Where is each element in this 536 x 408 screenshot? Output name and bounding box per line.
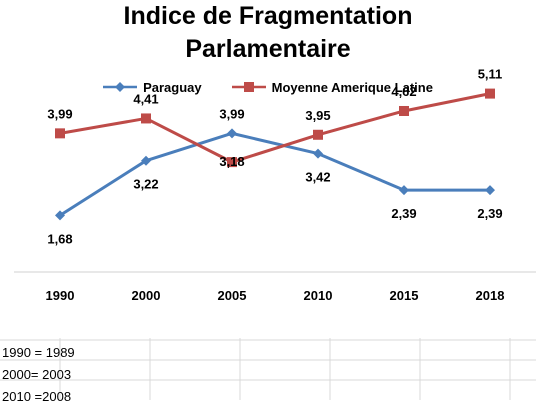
- series-line-paraguay: [59, 131, 490, 217]
- legend: Paraguay Moyenne Amerique Latine: [0, 78, 536, 96]
- data-point: [313, 148, 323, 159]
- data-label: 4,41: [133, 91, 158, 106]
- data-label: 2,39: [477, 206, 502, 221]
- note-2010: 2010 =2008: [2, 389, 72, 404]
- chart-title-line-1: Indice de Fragmentation: [123, 2, 413, 30]
- data-point: [399, 185, 409, 196]
- data-label: 5,11: [478, 67, 503, 82]
- data-label: 3,42: [305, 170, 330, 185]
- x-tick-label: 1990: [46, 288, 75, 303]
- data-point: [55, 210, 65, 221]
- data-point: [485, 88, 495, 99]
- note-2000: 2000= 2003: [2, 367, 72, 382]
- legend-item-latin-america: Moyenne Amerique Latine: [231, 79, 433, 95]
- year-notes: 1990 = 1989 2000= 2003 2010 =2008: [2, 342, 75, 408]
- data-label: 2,39: [391, 206, 416, 221]
- data-label: 1,68: [47, 231, 72, 246]
- data-point: [485, 185, 495, 196]
- legend-label-paraguay: Paraguay: [143, 79, 202, 95]
- x-tick-label: 2018: [476, 288, 505, 303]
- data-point: [141, 155, 151, 166]
- data-label: 3,22: [133, 177, 158, 192]
- chart-title-line-2: Parlamentaire: [185, 35, 351, 63]
- data-label: 4,62: [391, 84, 416, 99]
- x-tick-label: 2005: [218, 288, 247, 303]
- legend-label-latin-america: Moyenne Amerique Latine: [271, 79, 433, 95]
- data-point: [399, 105, 409, 116]
- x-tick-label: 2000: [132, 288, 161, 303]
- legend-item-paraguay: Paraguay: [103, 80, 202, 95]
- chart-panel: [0, 0, 536, 338]
- x-tick-label: 2010: [304, 288, 333, 303]
- data-label: 3,99: [47, 106, 72, 121]
- data-point: [55, 128, 65, 139]
- series-line-latin-america: [59, 92, 491, 164]
- data-point: [141, 113, 151, 124]
- chart-title: Indice de Fragmentation Parlamentaire: [0, 0, 536, 66]
- data-label: 3,99: [219, 106, 244, 121]
- data-point: [227, 128, 237, 139]
- data-label: 3,95: [305, 108, 330, 123]
- data-point: [313, 129, 323, 140]
- legend-marker-paraguay: [103, 82, 138, 92]
- legend-marker-latin-america: [231, 82, 266, 92]
- data-point: [227, 157, 237, 168]
- data-label: 3,18: [219, 154, 244, 169]
- x-tick-label: 2015: [390, 288, 419, 303]
- note-1990: 1990 = 1989: [2, 345, 75, 360]
